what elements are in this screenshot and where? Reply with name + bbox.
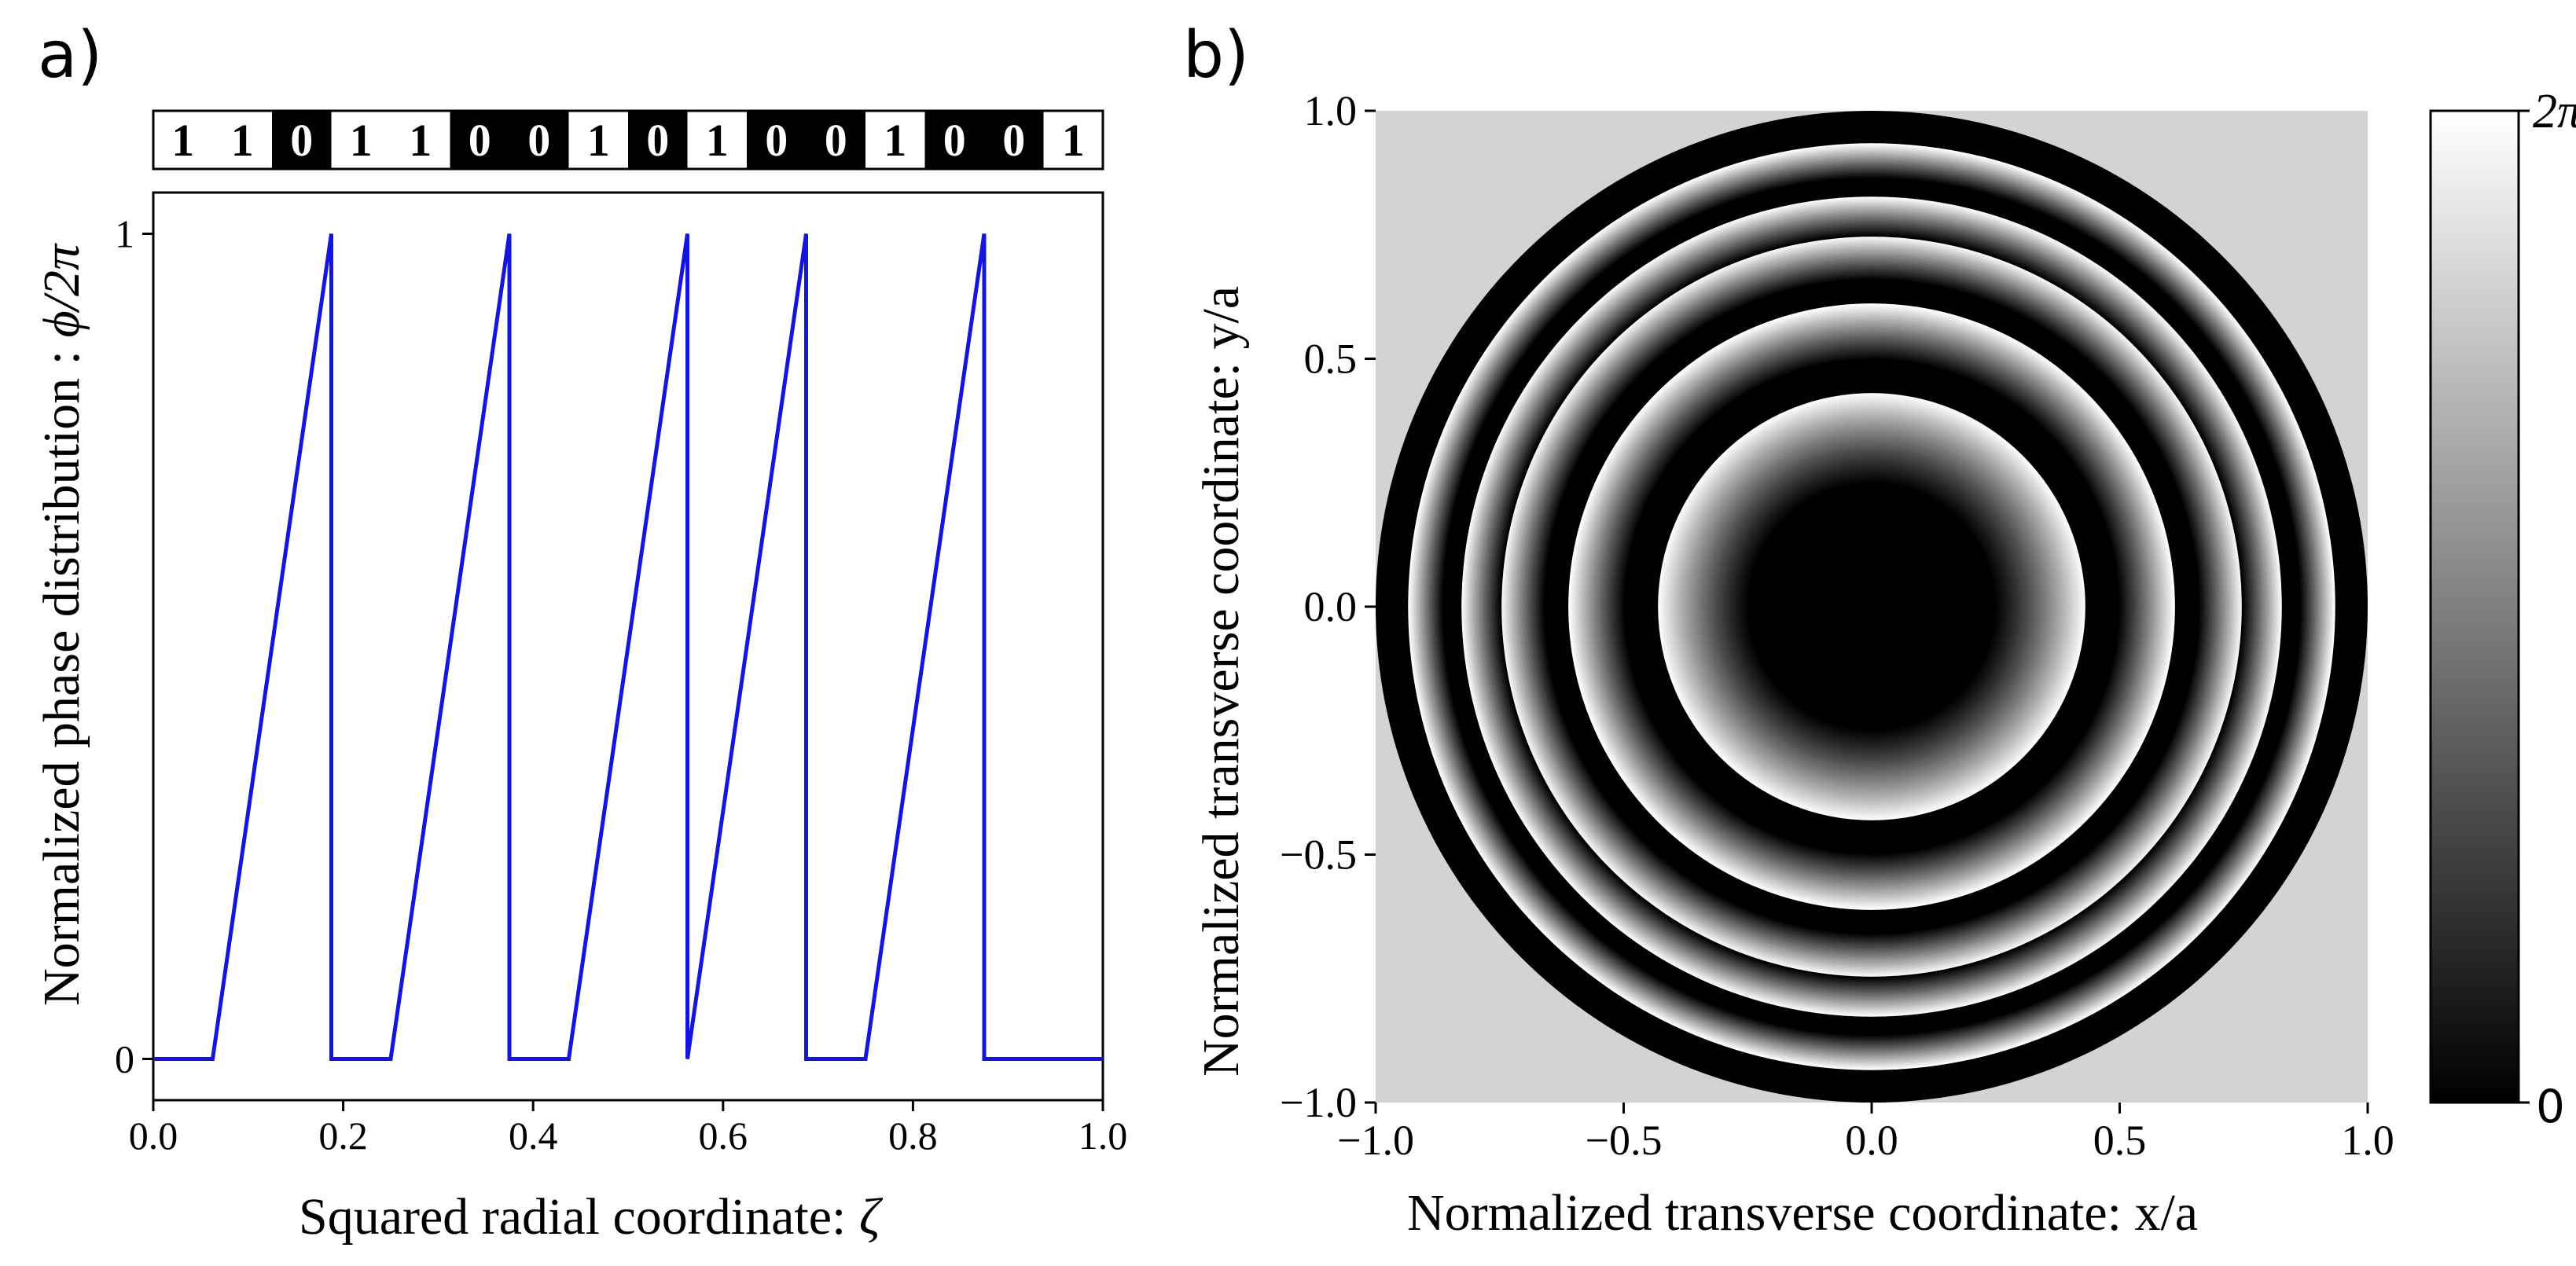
code-bit-cell: [568, 111, 628, 169]
code-bit-cell: [391, 111, 450, 169]
code-bit-cell: [450, 111, 509, 169]
code-bit-cell: [687, 111, 747, 169]
x-tick-label: −0.5: [1586, 1117, 1663, 1164]
x-tick-label: 1.0: [2341, 1117, 2394, 1164]
plot-a-y-label: Normalized phase distribution : ϕ/2π: [33, 243, 90, 1006]
zeta-symbol: ζ: [859, 1188, 884, 1246]
plot-a-x-label: Squared radial coordinate: ζ: [299, 1188, 884, 1246]
code-bit-label: 1: [587, 115, 610, 166]
x-tick-label: −1.0: [1337, 1117, 1414, 1164]
code-bit-cell: [747, 111, 807, 169]
plot-a-frame: [152, 191, 1104, 1102]
x-tick-label: 0.5: [2093, 1117, 2147, 1164]
code-bit-cell: [272, 111, 332, 169]
code-bit-label: 1: [231, 115, 254, 166]
y-tick-label: 1: [115, 212, 134, 256]
panel-a-label: a): [38, 18, 102, 93]
colorbar-max-label: 2π: [2533, 85, 2576, 138]
plot-b-ticks: −1.0 −0.5 0.0 0.5 1.0 1.0 0.5 0.0 −0.5 −1.0: [1280, 87, 2394, 1164]
code-bar-frame: [152, 109, 1104, 171]
code-bit-label: 1: [706, 115, 729, 166]
x-tick-label: 0.0: [129, 1114, 178, 1158]
x-tick-label: 0.6: [699, 1114, 748, 1158]
plot-a-axes: [152, 191, 1104, 1102]
code-bit-label: 0: [290, 115, 313, 166]
plot-b-x-label: Normalized transverse coordinate: x/a: [1407, 1184, 2198, 1242]
plot-b-y-label: Normalized transverse coordinate: y/a: [1192, 286, 1250, 1077]
code-bit-cell: [1043, 111, 1103, 169]
code-bit-cell: [509, 111, 569, 169]
code-bit-label: 0: [943, 115, 966, 166]
x-tick-label: 0.4: [509, 1114, 558, 1158]
code-bit-label: 1: [171, 115, 194, 166]
code-bit-cell: [212, 111, 272, 169]
x-tick-label: 0.0: [1845, 1117, 1898, 1164]
y-tick-label: −1.0: [1280, 1079, 1357, 1126]
code-bit-cell: [628, 111, 688, 169]
y-tick-label: 1.0: [1304, 87, 1358, 134]
y-tick-label: 0: [115, 1037, 134, 1081]
x-tick-label: 0.8: [888, 1114, 938, 1158]
code-bit-cell: [984, 111, 1044, 169]
code-bit-cell: [153, 111, 213, 169]
phi-symbol: ϕ/2π: [33, 243, 90, 337]
x-tick-label: 0.2: [318, 1114, 368, 1158]
code-bit-label: 0: [825, 115, 847, 166]
code-bit-label: 0: [1002, 115, 1025, 166]
y-tick-label: −0.5: [1280, 831, 1357, 879]
panel-b-label: b): [1183, 18, 1249, 93]
code-bit-label: 1: [1062, 115, 1085, 166]
code-bit-label: 0: [646, 115, 669, 166]
code-bit-cell: [865, 111, 925, 169]
code-bit-label: 0: [469, 115, 491, 166]
colorbar-min-label: 0: [2536, 1080, 2565, 1133]
plot-a-ticks: 0.0 0.2 0.4 0.6 0.8 1.0 0 1: [115, 212, 1127, 1158]
code-bit-label: 0: [765, 115, 788, 166]
y-tick-label: 0.0: [1304, 583, 1358, 630]
code-bit-cell: [331, 111, 391, 169]
code-bit-label: 1: [409, 115, 432, 166]
phase-ring: [1869, 604, 1874, 609]
code-bit-cell: [806, 111, 865, 169]
y-tick-label: 0.5: [1304, 336, 1358, 383]
code-bit-label: 1: [884, 115, 906, 166]
colorbar: [2429, 109, 2520, 1104]
x-tick-label: 1.0: [1079, 1114, 1128, 1158]
phase-ring-pattern: [1376, 111, 2368, 1103]
code-bit-label: 1: [350, 115, 373, 166]
code-bit-label: 0: [527, 115, 550, 166]
phase-line-series: [153, 233, 1103, 1061]
code-bit-cell: [924, 111, 984, 169]
